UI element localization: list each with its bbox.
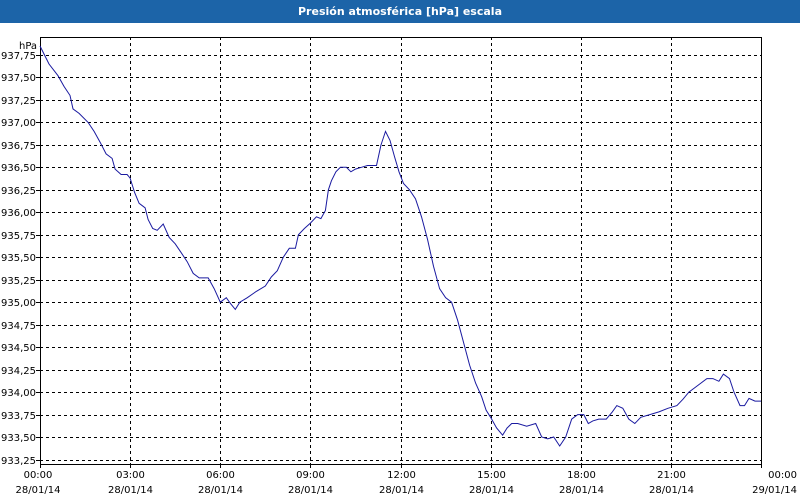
x-tick-date-label: 28/01/14 [108, 485, 153, 496]
y-tick-label: 935,00 [1, 298, 36, 309]
y-tick-label: 934,50 [1, 343, 36, 354]
x-tick-time-label: 18:00 [567, 470, 596, 481]
y-tick-label: 936,75 [1, 141, 36, 152]
y-tick-label: 937,25 [1, 96, 36, 107]
plot-frame [40, 37, 762, 465]
x-tick-date-label: 28/01/14 [559, 485, 604, 496]
x-tick-time-label: 21:00 [657, 470, 686, 481]
x-tick-time-label: 06:00 [206, 470, 235, 481]
y-axis-unit-label: hPa [19, 41, 37, 52]
pressure-line-chart: hPa 937,75 937,50 937,25 937,00 936,75 936,50… [1, 37, 797, 496]
y-tick-label: 937,00 [1, 118, 36, 129]
pressure-series-line [39, 45, 761, 447]
x-tick-date-label: 28/01/14 [379, 485, 424, 496]
y-tick-label: 933,25 [1, 456, 36, 467]
y-tick-label: 933,50 [1, 433, 36, 444]
x-tick-date-label: 28/01/14 [288, 485, 333, 496]
y-tick-label: 936,25 [1, 186, 36, 197]
x-tick-date-label: 29/01/14 [752, 485, 797, 496]
x-tick-time-label: 00:00 [24, 470, 53, 481]
y-tick-label: 934,75 [1, 321, 36, 332]
x-tick-time-label: 12:00 [387, 470, 416, 481]
x-tick-time-label: 03:00 [116, 470, 145, 481]
x-tick-time-label: 15:00 [477, 470, 506, 481]
x-tick-time-label: 09:00 [296, 470, 325, 481]
chart-title: Presión atmosférica [hPa] escala [0, 0, 800, 23]
x-tick-date-label: 28/01/14 [16, 485, 61, 496]
y-tick-label: 935,25 [1, 276, 36, 287]
y-tick-label: 934,25 [1, 366, 36, 377]
y-tick-label: 934,00 [1, 388, 36, 399]
y-tick-label: 936,50 [1, 163, 36, 174]
y-tick-label: 935,50 [1, 253, 36, 264]
x-tick-labels: 00:00 28/01/14 03:00 28/01/14 06:00 28/01/14 0… [16, 470, 797, 496]
grid-lines [36, 37, 762, 468]
y-tick-label: 935,75 [1, 231, 36, 242]
y-tick-labels: 937,75 937,50 937,25 937,00 936,75 936,50 936,… [1, 51, 36, 467]
y-tick-label: 936,00 [1, 208, 36, 219]
chart-area: hPa 937,75 937,50 937,25 937,00 936,75 936,50… [0, 23, 800, 500]
x-tick-date-label: 28/01/14 [198, 485, 243, 496]
y-tick-label: 937,50 [1, 73, 36, 84]
x-tick-date-label: 28/01/14 [469, 485, 514, 496]
x-tick-time-label: 00:00 [768, 470, 797, 481]
y-tick-label: 933,75 [1, 411, 36, 422]
x-tick-date-label: 28/01/14 [649, 485, 694, 496]
y-tick-label: 937,75 [1, 51, 36, 62]
